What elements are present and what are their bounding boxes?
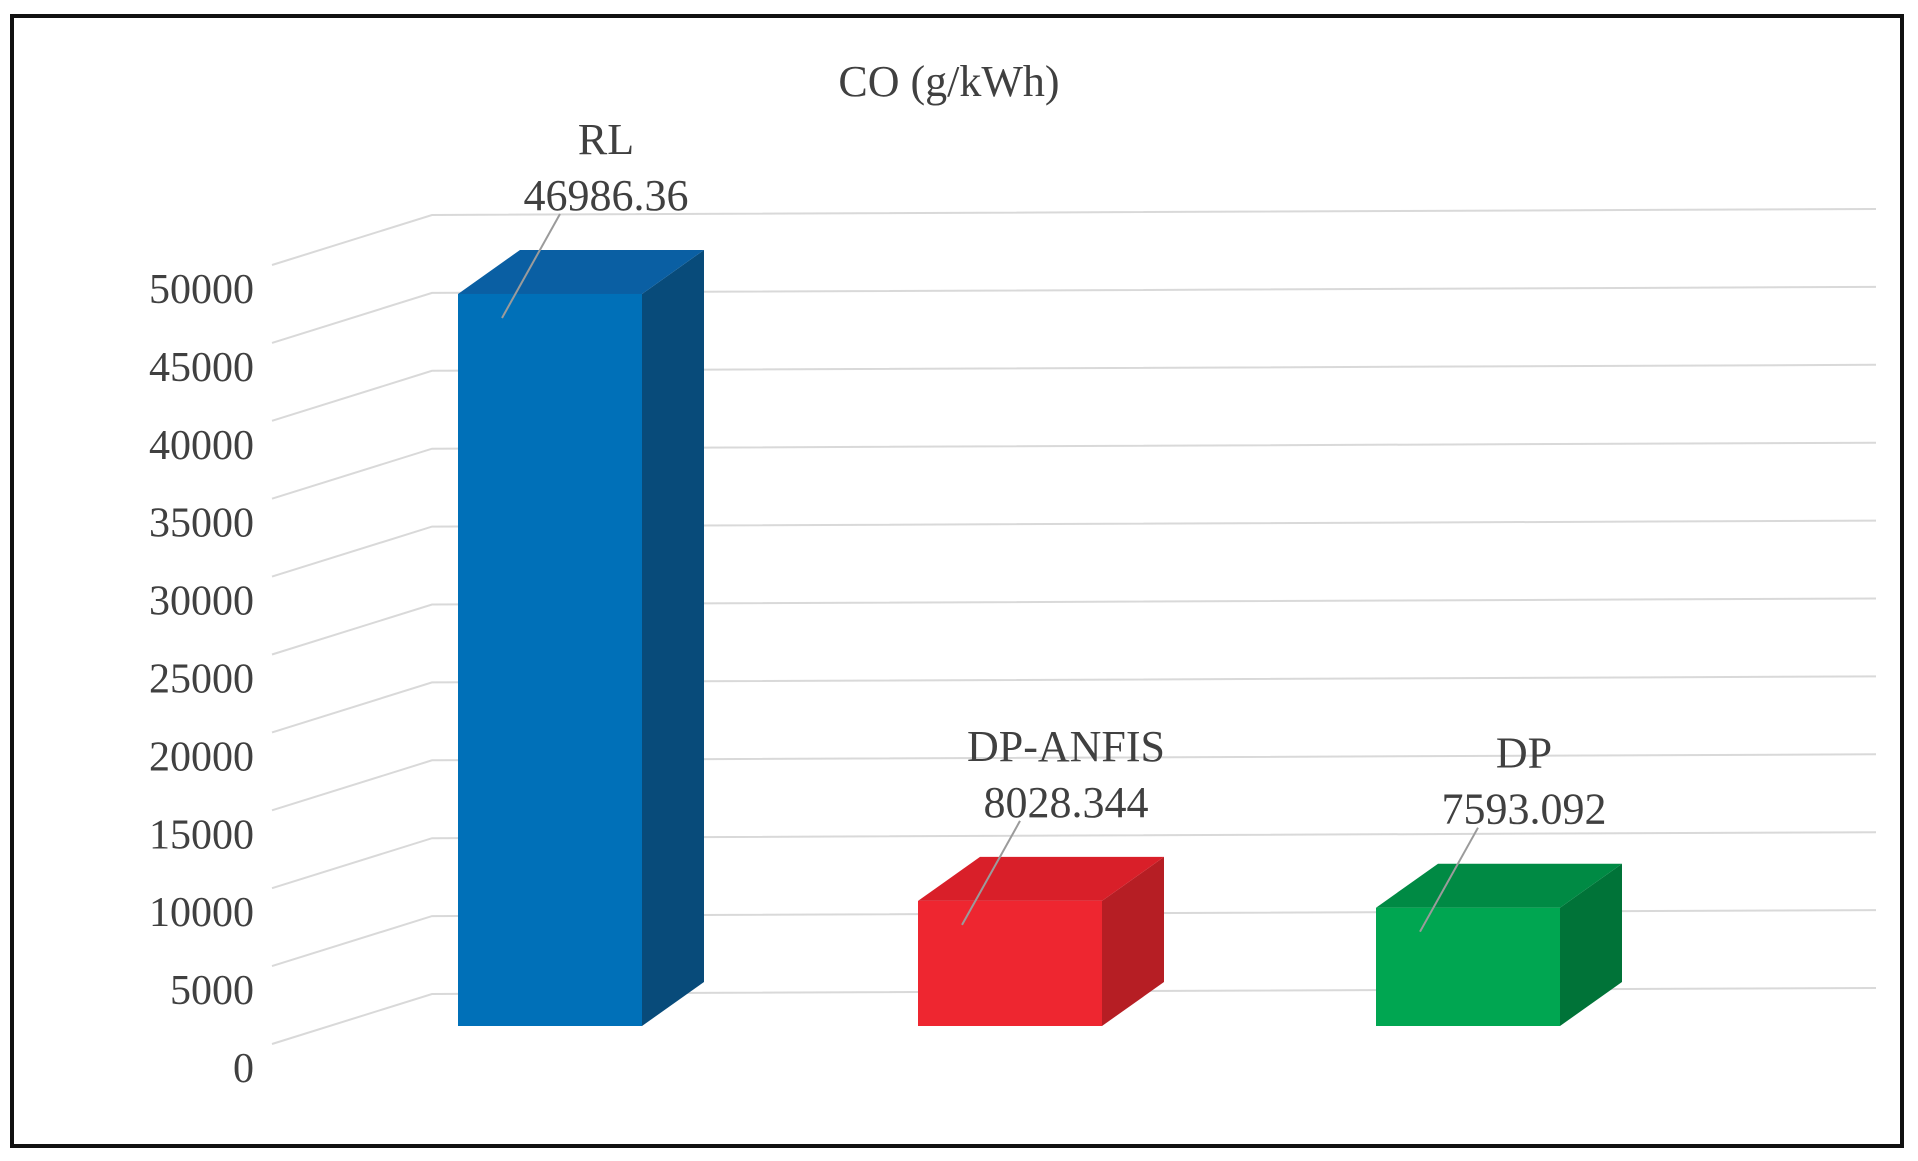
bar-side — [1560, 863, 1622, 1026]
y-tick-label: 40000 — [149, 423, 254, 469]
y-axis-ticks: 0 5000 10000 15000 20000 25000 30000 35000 40000… — [149, 267, 254, 1092]
y-tick-label: 10000 — [149, 890, 254, 936]
y-tick-label: 25000 — [149, 657, 254, 703]
y-tick-label: 45000 — [149, 345, 254, 391]
data-label-value: 46986.36 — [524, 171, 689, 220]
bar-front — [918, 900, 1102, 1026]
gridline — [271, 441, 1877, 500]
gridline — [271, 753, 1877, 812]
y-tick-label: 15000 — [149, 812, 254, 858]
gridline — [271, 675, 1877, 734]
leader-line — [961, 820, 1021, 926]
gridline — [271, 285, 1877, 344]
y-tick-label: 30000 — [149, 579, 254, 625]
bar-dp-anfis — [918, 856, 1164, 1026]
data-label-value: 7593.092 — [1442, 785, 1607, 834]
co-bar-chart: 0 5000 10000 15000 20000 25000 30000 35000 40000… — [149, 57, 1877, 1092]
y-tick-label: 0 — [233, 1046, 254, 1092]
gridline — [271, 597, 1877, 656]
data-label-category: DP — [1496, 729, 1552, 778]
bar-front — [458, 293, 642, 1026]
y-tick-label: 35000 — [149, 501, 254, 547]
gridline — [271, 519, 1877, 578]
bar-top — [1376, 863, 1622, 908]
data-labels: RL 46986.36 DP-ANFIS 8028.344 DP 7593.092 — [501, 115, 1607, 933]
data-label-value: 8028.344 — [984, 778, 1149, 827]
gridlines — [271, 208, 1877, 1045]
gridline — [271, 363, 1877, 422]
leader-line — [501, 213, 561, 319]
gridline — [271, 831, 1877, 890]
bar-top — [918, 856, 1164, 901]
y-tick-label: 5000 — [170, 968, 254, 1014]
bar-front — [1376, 907, 1560, 1026]
bar-side — [1102, 856, 1164, 1026]
bars — [458, 249, 1622, 1026]
gridline — [271, 208, 1877, 266]
bar-top — [458, 249, 704, 294]
chart-title: CO (g/kWh) — [838, 57, 1059, 106]
bar-side — [642, 249, 704, 1026]
chart-frame: 0 5000 10000 15000 20000 25000 30000 35000 40000… — [10, 14, 1904, 1148]
bar-dp — [1376, 863, 1622, 1026]
y-tick-label: 20000 — [149, 734, 254, 780]
data-label-category: RL — [578, 115, 634, 164]
data-label-category: DP-ANFIS — [967, 722, 1165, 771]
y-tick-label: 50000 — [149, 267, 254, 313]
bar-rl — [458, 249, 704, 1026]
leader-line — [1419, 827, 1479, 933]
